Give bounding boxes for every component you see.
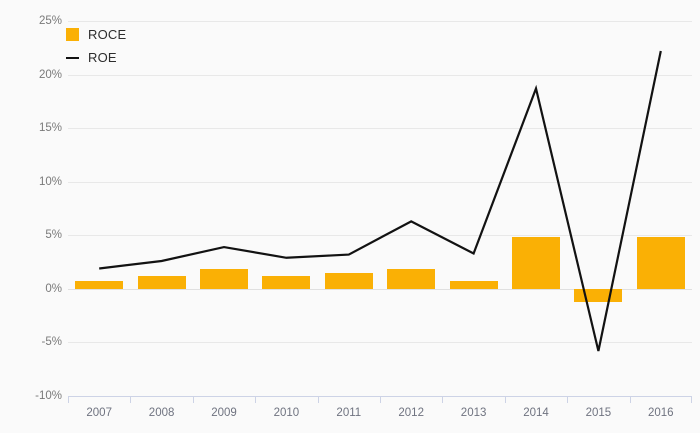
bar-2012[interactable]	[387, 268, 436, 289]
line-series-roe	[99, 50, 662, 352]
y-axis-tick-label: 25%	[38, 15, 62, 27]
x-axis-tick-label-2014: 2014	[523, 407, 549, 419]
x-axis-tick-label-2009: 2009	[211, 407, 237, 419]
bar-2015[interactable]	[574, 288, 623, 302]
x-axis-tick-mark	[504, 396, 506, 403]
legend-item-roce[interactable]: ROCE	[66, 26, 126, 42]
y-axis-tick-label: 10%	[38, 175, 62, 188]
x-axis-tick-mark	[317, 396, 319, 403]
gridline	[68, 74, 692, 76]
line-swatch-icon	[66, 51, 79, 64]
x-axis-tick-label-2008: 2008	[148, 407, 175, 419]
chart-legend: ROCE ROE	[66, 26, 126, 65]
x-axis-tick-label-2007: 2007	[86, 407, 112, 419]
square-swatch-icon	[66, 27, 79, 41]
x-axis-tick-mark	[567, 396, 569, 403]
x-axis-tick-label-2011: 2011	[336, 407, 362, 419]
plot-area	[68, 21, 692, 397]
x-axis-tick-label-2013: 2013	[460, 407, 487, 419]
legend-label-roe: ROE	[88, 49, 117, 65]
y-axis-tick-label: -10%	[35, 390, 62, 402]
x-axis-labels: 2007 2008 2009 2010 2011 2012 2013 2014 2015 2016	[68, 396, 692, 433]
x-axis-tick-mark	[691, 396, 692, 403]
x-axis-tick-mark	[130, 396, 132, 403]
x-axis-tick-label-2016: 2016	[648, 407, 674, 419]
x-axis-tick-mark	[192, 396, 194, 403]
x-axis-tick-label-2012: 2012	[398, 407, 424, 419]
y-axis-tick-label: 15%	[38, 122, 62, 135]
x-axis-tick-mark	[442, 396, 444, 403]
bar-2014[interactable]	[512, 237, 560, 289]
y-axis-tick-label: 0%	[45, 282, 62, 295]
bar-2013[interactable]	[449, 281, 498, 289]
x-axis-tick-label-2015: 2015	[585, 407, 612, 419]
legend-item-roe[interactable]: ROE	[66, 49, 126, 65]
y-axis-tick-label: -5%	[41, 336, 62, 349]
gridline	[68, 128, 692, 130]
bar-2011[interactable]	[324, 272, 373, 289]
gridline	[68, 21, 692, 22]
y-axis-tick-label: 20%	[38, 68, 62, 81]
gridline	[68, 181, 692, 183]
x-axis-tick-mark	[629, 396, 631, 403]
gridline	[68, 342, 692, 344]
gridline	[68, 235, 692, 237]
bar-2010[interactable]	[262, 276, 311, 289]
bar-2007[interactable]	[75, 281, 124, 289]
x-axis-tick-mark	[255, 396, 257, 403]
x-axis-tick-label-2010: 2010	[273, 407, 300, 419]
x-axis-tick-mark	[380, 396, 381, 403]
bar-2009[interactable]	[200, 268, 248, 289]
legend-label-roce: ROCE	[88, 26, 127, 42]
bar-2008[interactable]	[137, 276, 186, 289]
y-axis-tick-label: 5%	[45, 229, 62, 242]
y-axis-labels: 25% 20% 15% 10% 5% 0% -5% -10%	[0, 15, 62, 402]
bar-2016[interactable]	[636, 237, 685, 289]
x-axis-tick-mark	[68, 396, 69, 403]
